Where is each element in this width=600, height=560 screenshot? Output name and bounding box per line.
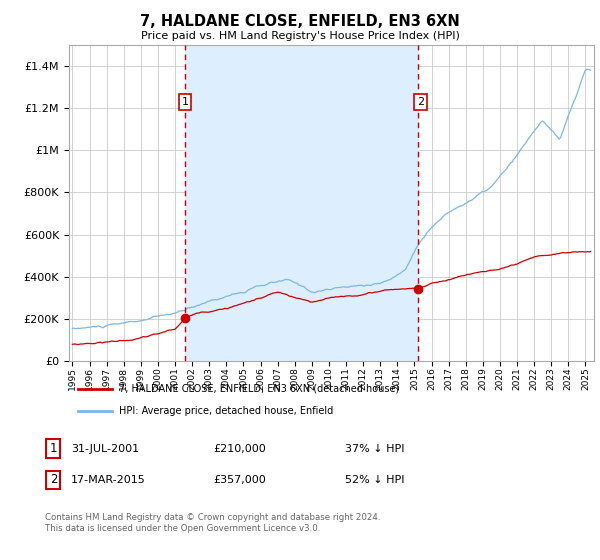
Text: Contains HM Land Registry data © Crown copyright and database right 2024.: Contains HM Land Registry data © Crown c… <box>45 513 380 522</box>
Text: 1: 1 <box>50 442 57 455</box>
Text: 7, HALDANE CLOSE, ENFIELD, EN3 6XN (detached house): 7, HALDANE CLOSE, ENFIELD, EN3 6XN (deta… <box>119 384 400 394</box>
Text: 31-JUL-2001: 31-JUL-2001 <box>71 444 139 454</box>
Text: £210,000: £210,000 <box>213 444 266 454</box>
Text: This data is licensed under the Open Government Licence v3.0.: This data is licensed under the Open Gov… <box>45 524 320 533</box>
Text: HPI: Average price, detached house, Enfield: HPI: Average price, detached house, Enfi… <box>119 406 334 416</box>
Bar <box>46 439 61 458</box>
Text: 1: 1 <box>181 97 188 107</box>
Text: Price paid vs. HM Land Registry's House Price Index (HPI): Price paid vs. HM Land Registry's House … <box>140 31 460 41</box>
Text: 2: 2 <box>417 97 424 107</box>
Bar <box>185 45 418 361</box>
Text: 17-MAR-2015: 17-MAR-2015 <box>71 475 146 485</box>
Text: £357,000: £357,000 <box>213 475 266 485</box>
Text: 7, HALDANE CLOSE, ENFIELD, EN3 6XN: 7, HALDANE CLOSE, ENFIELD, EN3 6XN <box>140 14 460 29</box>
Bar <box>46 470 61 489</box>
Text: 52% ↓ HPI: 52% ↓ HPI <box>345 475 404 485</box>
Text: 2: 2 <box>50 473 57 487</box>
Text: 37% ↓ HPI: 37% ↓ HPI <box>345 444 404 454</box>
